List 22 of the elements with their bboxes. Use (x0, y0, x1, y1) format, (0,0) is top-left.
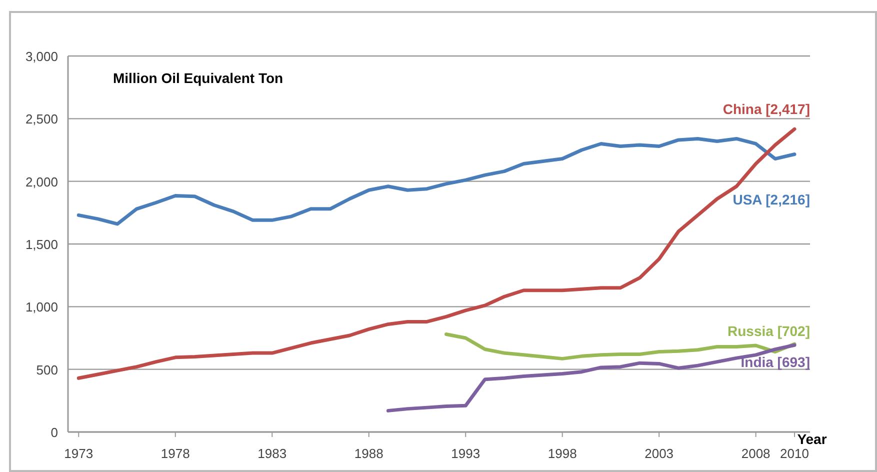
x-tick-label: 2008 (741, 446, 770, 461)
y-axis-title: Million Oil Equivalent Ton (113, 70, 284, 86)
x-tick-label: 2010 (780, 446, 809, 461)
y-tick-label: 3,000 (25, 49, 58, 64)
y-tick-label: 1,500 (25, 237, 58, 252)
x-tick-label: 1973 (64, 446, 94, 461)
y-tick-label: 2,500 (25, 112, 58, 127)
y-tick-label: 1,000 (25, 300, 58, 315)
series-label: China [2,417] (722, 101, 810, 118)
x-tick-label: 1993 (451, 446, 480, 461)
x-tick-label: 1983 (258, 446, 287, 461)
x-tick-label: 1998 (548, 446, 577, 461)
x-tick-label: 2003 (644, 446, 674, 461)
series-label: India [693] (740, 354, 810, 370)
x-tick-label: 1978 (160, 446, 190, 461)
y-tick-label: 0 (50, 425, 58, 440)
y-tick-label: 2,000 (25, 174, 58, 190)
x-tick-label: 1988 (354, 446, 384, 461)
x-axis-title: Year (797, 431, 828, 447)
series-label: Russia [702] (728, 323, 810, 340)
text: USA [2,216] (732, 191, 810, 208)
y-tick-label: 500 (36, 362, 58, 378)
